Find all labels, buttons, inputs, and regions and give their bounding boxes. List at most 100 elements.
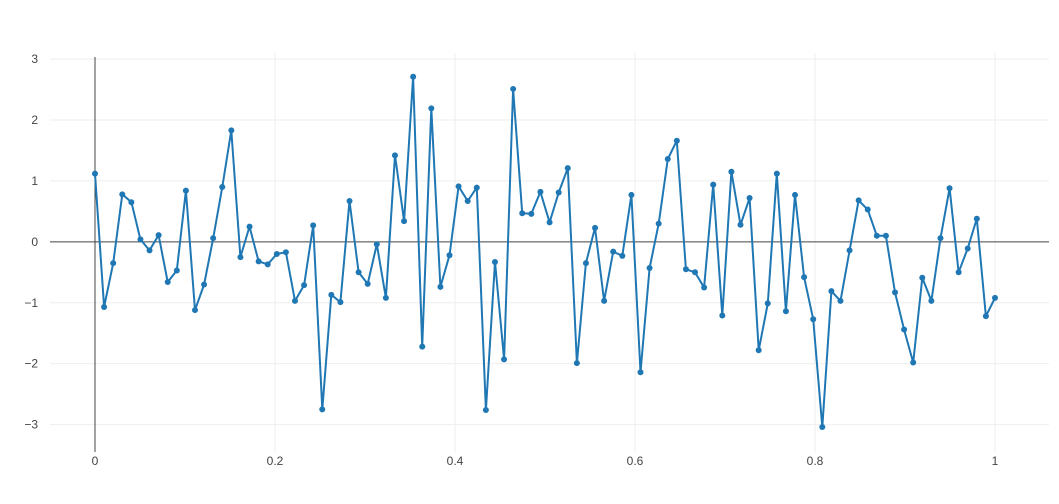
data-point	[337, 299, 344, 306]
data-point	[764, 300, 771, 307]
data-point	[973, 215, 980, 222]
data-point	[601, 297, 608, 304]
data-point	[992, 294, 998, 301]
x-tick-label: 0.2	[267, 454, 284, 468]
data-point	[137, 236, 144, 243]
data-point	[401, 218, 408, 225]
data-point	[182, 187, 189, 194]
data-point	[964, 245, 971, 252]
data-point	[173, 267, 180, 274]
data-point	[319, 406, 326, 413]
data-point	[946, 185, 953, 192]
data-point	[346, 198, 353, 205]
data-point	[364, 280, 371, 287]
data-point	[582, 260, 589, 267]
data-point	[501, 356, 508, 363]
data-point	[564, 165, 571, 172]
data-point	[191, 307, 198, 314]
data-point	[219, 184, 226, 191]
data-point	[892, 289, 899, 296]
data-point	[419, 343, 426, 350]
data-point	[773, 170, 780, 177]
data-point	[164, 279, 171, 286]
axes	[50, 57, 1049, 452]
data-point	[592, 224, 599, 231]
x-tick-label: 0.4	[447, 454, 464, 468]
data-point	[382, 294, 389, 301]
data-point	[692, 269, 699, 276]
data-point	[546, 219, 553, 226]
data-point	[355, 269, 362, 276]
data-point	[282, 249, 289, 256]
data-point	[428, 105, 435, 112]
data-point	[837, 297, 844, 304]
data-point	[464, 198, 471, 205]
data-point	[664, 155, 671, 162]
data-point	[901, 326, 908, 333]
data-point	[410, 73, 417, 80]
data-point	[782, 308, 789, 315]
data-point	[728, 168, 735, 175]
data-point	[882, 232, 889, 239]
data-point	[710, 181, 717, 188]
data-point	[801, 274, 808, 281]
data-point	[737, 221, 744, 228]
data-point	[719, 312, 726, 319]
y-tick-label: 1	[31, 174, 38, 188]
data-point	[655, 220, 662, 227]
grid	[50, 53, 1049, 452]
data-point	[119, 191, 126, 198]
data-point	[846, 247, 853, 254]
series-line	[94, 75, 996, 428]
data-point	[701, 284, 708, 291]
y-tick-label: 0	[31, 235, 38, 249]
data-point	[446, 252, 453, 259]
data-point	[928, 297, 935, 304]
data-point	[646, 265, 653, 272]
data-point	[755, 347, 762, 354]
data-point	[110, 260, 117, 267]
data-point	[528, 210, 535, 217]
data-point	[937, 235, 944, 242]
data-point	[273, 251, 280, 258]
data-point	[128, 199, 135, 206]
data-point	[682, 266, 689, 273]
data-point	[482, 406, 489, 413]
data-point	[855, 197, 862, 204]
y-tick-label: 3	[31, 52, 38, 66]
data-point	[210, 235, 217, 242]
data-point	[864, 206, 871, 213]
series	[92, 73, 998, 431]
data-point	[246, 223, 253, 230]
data-point	[610, 248, 617, 255]
data-point	[201, 281, 208, 288]
x-tick-label: 1	[992, 454, 999, 468]
data-point	[391, 152, 398, 159]
data-point	[473, 184, 480, 191]
data-point	[328, 291, 335, 298]
data-point	[810, 316, 817, 323]
data-point	[637, 369, 644, 376]
data-point	[628, 191, 635, 198]
data-point	[555, 189, 562, 196]
data-point	[92, 170, 98, 177]
data-point	[101, 304, 108, 311]
data-point	[519, 210, 526, 217]
data-point	[228, 127, 235, 134]
data-point	[373, 241, 380, 248]
data-point	[573, 360, 580, 367]
data-point	[919, 274, 926, 281]
data-point	[819, 424, 826, 431]
y-tick-label: −1	[24, 296, 38, 310]
data-point	[792, 191, 799, 198]
data-point	[619, 252, 626, 259]
data-point	[291, 297, 298, 304]
x-tick-label: 0.6	[627, 454, 644, 468]
tick-labels: 0 0.2 0.4 0.6 0.8 1 −3 −2 −1 0 1 2 3	[24, 52, 998, 468]
y-tick-label: 2	[31, 113, 38, 127]
data-point	[146, 247, 153, 254]
data-point	[237, 254, 244, 261]
data-point	[873, 232, 880, 239]
